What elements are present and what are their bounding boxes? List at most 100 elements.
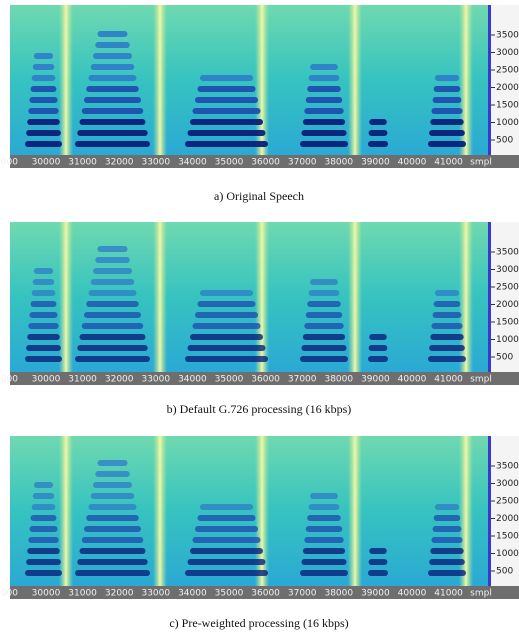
y-tick-label: 1000 — [496, 335, 519, 345]
spectrogram-band — [32, 64, 55, 70]
spectrogram-band — [434, 290, 460, 296]
spectrogram-band — [28, 108, 59, 114]
x-tick-label: 40000 — [398, 589, 427, 599]
spectrogram-band — [301, 559, 347, 565]
spectrogram-band — [305, 97, 343, 103]
spectrogram-band — [25, 570, 62, 576]
spectrogram-band — [88, 290, 137, 296]
y-tick-label: 3500 — [496, 248, 519, 258]
spectrogram-band — [194, 526, 259, 532]
noise-stripe — [153, 222, 167, 372]
spectrogram-band — [185, 570, 268, 576]
x-tick-label: 35000 — [215, 375, 244, 385]
noise-stripe — [59, 222, 73, 372]
spectrogram-band — [29, 526, 58, 532]
spectrogram-band — [32, 493, 55, 499]
spectrogram-band — [307, 86, 341, 92]
spectrogram-band — [304, 108, 344, 114]
spectrogram-band — [302, 334, 346, 340]
spectrogram-band — [301, 130, 347, 136]
y-tick-label: 2500 — [496, 497, 519, 507]
y-tick-label: 3500 — [496, 462, 519, 472]
y-tick-label: 3000 — [496, 265, 519, 275]
spectrogram-band — [27, 119, 60, 125]
x-tick-label: 38000 — [324, 589, 353, 599]
spectrogram-band — [84, 526, 141, 532]
spectrogram-band — [95, 257, 130, 263]
spectrogram-band — [95, 42, 130, 48]
spectrogram-band — [428, 141, 466, 147]
spectrogram-band — [31, 504, 56, 510]
spectrogram-band — [433, 301, 461, 307]
spectrogram-band — [95, 471, 130, 477]
x-tick-label: 37000 — [288, 589, 317, 599]
spectrogram-band — [368, 356, 388, 362]
spectrogram-band — [434, 504, 460, 510]
spectrogram-band — [31, 75, 56, 81]
spectrogram-band — [86, 301, 139, 307]
y-tick-label: 2500 — [496, 66, 519, 76]
spectrogram-band — [79, 334, 146, 340]
spectrogram-band — [431, 537, 463, 543]
spectrogram-band — [81, 323, 144, 329]
spectrogram-band — [301, 345, 347, 351]
spectrogram-band — [433, 86, 461, 92]
spectrogram-panel: 000 30000 31000 32000 33000 34000 35000 36000 37… — [1, 5, 519, 168]
spectrogram-band — [88, 75, 137, 81]
spectrogram-band — [300, 141, 348, 147]
spectrogram-band — [430, 119, 464, 125]
panel-caption: c) Pre-weighted processing (16 kbps) — [169, 616, 348, 630]
spectrogram-band — [192, 108, 261, 114]
spectrogram-band — [432, 526, 462, 532]
spectrogram-band — [307, 515, 341, 521]
x-tick-label: 31000 — [68, 158, 97, 168]
x-axis-strip — [10, 586, 519, 599]
spectrogram-band — [93, 53, 132, 59]
x-tick-label: 39000 — [361, 158, 390, 168]
spectrogram-band — [79, 119, 146, 125]
spectrogram-panel: 000 30000 31000 32000 33000 34000 35000 36000 37… — [1, 436, 519, 599]
y-tick-label: 500 — [496, 353, 513, 363]
spectrogram-band — [25, 141, 62, 147]
x-tick-label: smpl — [470, 375, 492, 385]
spectrogram-band — [189, 548, 264, 554]
spectrogram-band — [430, 334, 464, 340]
spectrogram-band — [300, 356, 348, 362]
spectrogram-band — [305, 526, 343, 532]
x-tick-label: 40000 — [398, 375, 427, 385]
spectrogram-band — [97, 246, 128, 252]
x-tick-label: 36000 — [251, 158, 280, 168]
spectrogram-band — [187, 345, 266, 351]
spectrogram-band — [428, 356, 466, 362]
spectrogram-band — [199, 75, 254, 81]
spectrogram-band — [197, 86, 256, 92]
spectrogram-band — [432, 97, 462, 103]
y-tick-label: 1000 — [496, 118, 519, 128]
spectrogram-band — [79, 548, 146, 554]
noise-stripe — [459, 436, 473, 586]
y-axis-bar — [488, 222, 491, 372]
x-tick-label: 30000 — [32, 589, 61, 599]
noise-stripe — [348, 222, 362, 372]
spectrogram-band — [308, 290, 340, 296]
spectrogram-band — [25, 356, 62, 362]
y-tick-label: 2000 — [496, 300, 519, 310]
spectrogram-band — [307, 301, 341, 307]
y-tick-label: 2000 — [496, 83, 519, 93]
x-tick-label: 39000 — [361, 589, 390, 599]
x-tick-label: 33000 — [141, 375, 170, 385]
y-tick-label: 2500 — [496, 283, 519, 293]
spectrogram-band — [433, 515, 461, 521]
spectrogram-band — [187, 559, 266, 565]
x-tick-label: 40000 — [398, 158, 427, 168]
x-tick-label: 34000 — [178, 589, 207, 599]
x-tick-label: 000 — [1, 589, 18, 599]
spectrogram-band — [368, 559, 388, 565]
spectrogram-band — [431, 108, 463, 114]
y-tick-label: 1500 — [496, 532, 519, 542]
spectrogram-band — [29, 312, 58, 318]
spectrogram-band — [304, 323, 344, 329]
x-tick-label: 41000 — [434, 375, 463, 385]
spectrogram-band — [81, 108, 144, 114]
spectrogram-band — [369, 119, 387, 125]
